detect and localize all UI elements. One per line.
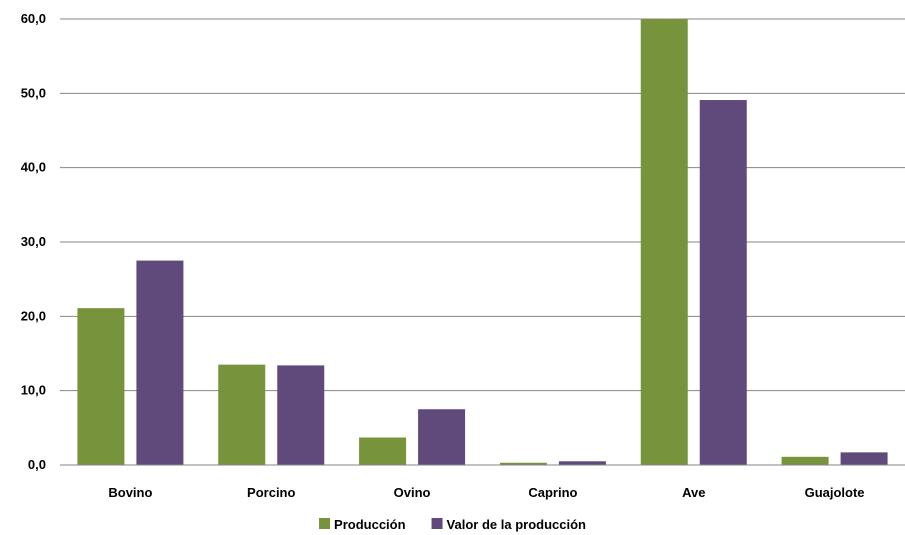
bar-caprino-series-0 <box>499 462 547 465</box>
bar-porcino-series-0 <box>218 364 266 465</box>
y-axis: 0,0 10,0 20,0 30,0 40,0 50,0 60,0 <box>21 11 46 472</box>
bar-bovino-series-0 <box>77 308 125 465</box>
legend-swatch <box>431 518 443 529</box>
bars <box>77 19 888 466</box>
x-tick-label: Porcino <box>247 485 295 500</box>
bar-ave-series-0 <box>640 19 688 465</box>
legend-label: Valor de la producción <box>447 517 586 532</box>
legend-swatch <box>319 518 331 529</box>
legend-item: Valor de la producción <box>431 517 586 532</box>
y-tick-label: 10,0 <box>21 383 46 398</box>
x-tick-label: Guajolote <box>805 485 865 500</box>
legend: Producción Valor de la producción <box>319 517 586 532</box>
x-tick-label: Ave <box>682 485 705 500</box>
bar-caprino-series-1 <box>558 461 606 465</box>
bar-guajolote-series-1 <box>840 452 888 465</box>
legend-item: Producción <box>319 517 406 532</box>
gridlines <box>60 18 905 392</box>
x-tick-label: Ovino <box>394 485 431 500</box>
y-tick-label: 20,0 <box>21 308 46 323</box>
y-tick-label: 60,0 <box>21 11 46 26</box>
y-tick-label: 40,0 <box>21 160 46 175</box>
x-tick-label: Bovino <box>108 485 152 500</box>
bar-ave-series-1 <box>699 100 747 466</box>
bar-guajolote-series-0 <box>781 456 829 465</box>
y-tick-label: 30,0 <box>21 234 46 249</box>
x-tick-label: Caprino <box>528 485 577 500</box>
x-axis: Bovino Porcino Ovino Caprino Ave Guajolote <box>60 464 905 500</box>
bar-ovino-series-0 <box>359 437 407 465</box>
legend-label: Producción <box>334 517 406 532</box>
bar-porcino-series-1 <box>277 365 325 465</box>
y-tick-label: 50,0 <box>21 85 46 100</box>
y-tick-label: 0,0 <box>28 457 46 472</box>
bar-ovino-series-1 <box>418 409 466 465</box>
bar-bovino-series-1 <box>136 260 184 465</box>
